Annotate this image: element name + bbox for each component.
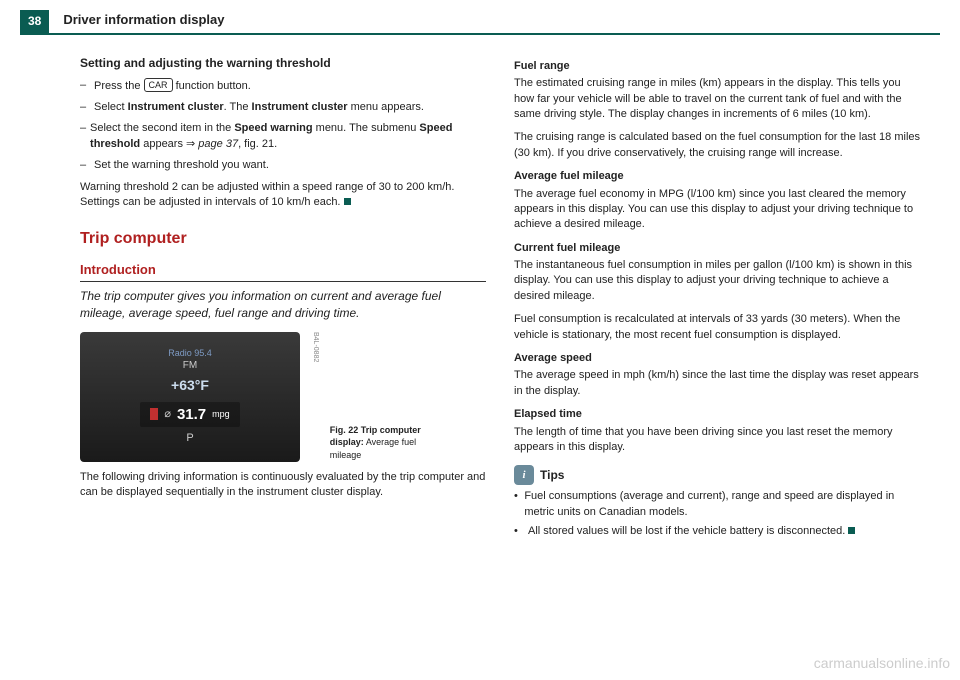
page-number: 38 xyxy=(20,10,49,33)
page-header: 38 Driver information display xyxy=(20,0,940,35)
step-text: Select the second item in the Speed warn… xyxy=(90,121,486,152)
step-post: function button. xyxy=(173,80,251,92)
tip-text-inner: All stored values will be lost if the ve… xyxy=(528,525,845,537)
avg-mileage-head: Average fuel mileage xyxy=(514,169,920,184)
avg-speed-p: The average speed in mph (km/h) since th… xyxy=(514,368,920,399)
display-radio: Radio 95.4 xyxy=(168,347,212,360)
display-temp: +63°F xyxy=(171,376,209,396)
display-mpg-unit: mpg xyxy=(212,408,230,421)
right-column: Fuel range The estimated cruising range … xyxy=(514,51,920,544)
tip-text: Fuel consumptions (average and current),… xyxy=(524,489,920,520)
section-sub-intro: Introduction xyxy=(80,261,486,282)
elapsed-head: Elapsed time xyxy=(514,407,920,422)
tips-row: i Tips xyxy=(514,465,920,485)
threshold-note: Warning threshold 2 can be adjusted with… xyxy=(80,180,486,211)
display-fm: FM xyxy=(183,359,197,373)
figure-caption: Fig. 22 Trip computer display: Average f… xyxy=(330,424,430,462)
threshold-heading: Setting and adjusting the warning thresh… xyxy=(80,55,486,72)
cur-mileage-p1: The instantaneous fuel consumption in mi… xyxy=(514,258,920,304)
avg-symbol-icon: ⌀ xyxy=(164,407,171,422)
fuel-range-head: Fuel range xyxy=(514,59,920,74)
left-column: Setting and adjusting the warning thresh… xyxy=(80,51,486,544)
car-button-label: CAR xyxy=(144,78,173,93)
step-4: – Set the warning threshold you want. xyxy=(80,158,486,173)
step-dash: – xyxy=(80,121,90,152)
step-3: – Select the second item in the Speed wa… xyxy=(80,121,486,152)
step-dash: – xyxy=(80,158,94,173)
cur-mileage-p2: Fuel consumption is recalculated at inte… xyxy=(514,312,920,343)
note-text: Warning threshold 2 can be adjusted with… xyxy=(80,181,454,208)
red-indicator-icon xyxy=(150,408,158,420)
step-1: – Press the CAR function button. xyxy=(80,78,486,94)
intro-text: The trip computer gives you information … xyxy=(80,288,486,322)
display-mpg-value: 31.7 xyxy=(177,404,206,425)
step-dash: – xyxy=(80,100,94,115)
step-pre: Press the xyxy=(94,80,144,92)
watermark: carmanualsonline.info xyxy=(814,654,950,674)
page-title: Driver information display xyxy=(63,11,224,32)
tip-1: • Fuel consumptions (average and current… xyxy=(514,489,920,520)
tip-text: All stored values will be lost if the ve… xyxy=(528,524,855,539)
tips-label: Tips xyxy=(540,467,564,484)
content-columns: Setting and adjusting the warning thresh… xyxy=(0,51,960,544)
display-gear: P xyxy=(186,431,193,446)
step-text: Set the warning threshold you want. xyxy=(94,158,269,173)
bullet-icon: • xyxy=(514,489,524,520)
left-bottom-para: The following driving information is con… xyxy=(80,470,486,501)
fuel-range-p1: The estimated cruising range in miles (k… xyxy=(514,76,920,122)
trip-computer-display: Radio 95.4 FM +63°F ⌀ 31.7 mpg P xyxy=(80,332,300,462)
tip-2: • All stored values will be lost if the … xyxy=(514,524,920,539)
step-text: Press the CAR function button. xyxy=(94,78,251,94)
figure-code: B4L-0882 xyxy=(310,332,320,362)
end-square-icon xyxy=(848,527,855,534)
step-text: Select Instrument cluster. The Instrumen… xyxy=(94,100,424,115)
avg-speed-head: Average speed xyxy=(514,351,920,366)
step-2: – Select Instrument cluster. The Instrum… xyxy=(80,100,486,115)
avg-mileage-p: The average fuel economy in MPG (l/100 k… xyxy=(514,187,920,233)
section-title-trip: Trip computer xyxy=(80,228,486,250)
display-mpg-row: ⌀ 31.7 mpg xyxy=(140,402,239,427)
step-dash: – xyxy=(80,78,94,94)
fuel-range-p2: The cruising range is calculated based o… xyxy=(514,130,920,161)
info-icon: i xyxy=(514,465,534,485)
figure-row: Radio 95.4 FM +63°F ⌀ 31.7 mpg P B4L-088… xyxy=(80,332,486,462)
cur-mileage-head: Current fuel mileage xyxy=(514,241,920,256)
elapsed-p: The length of time that you have been dr… xyxy=(514,425,920,456)
end-square-icon xyxy=(344,198,351,205)
bullet-icon: • xyxy=(514,524,528,539)
